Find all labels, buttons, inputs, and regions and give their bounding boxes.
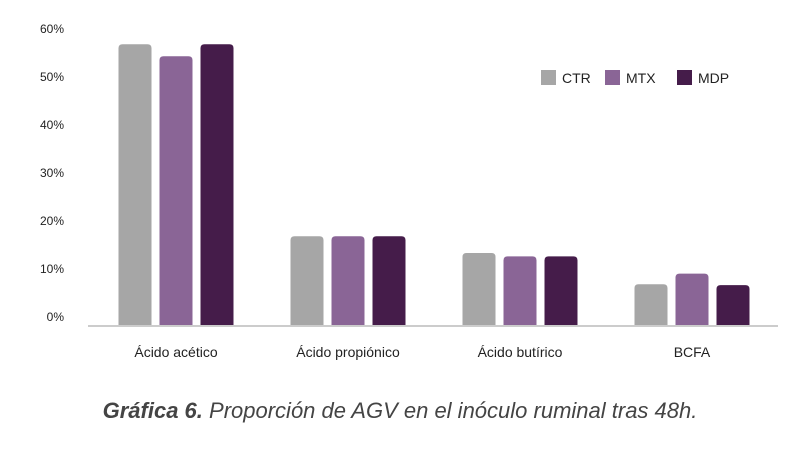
legend-label: MDP	[698, 70, 729, 86]
y-tick-label: 50%	[40, 70, 64, 84]
bar-mdp	[200, 44, 234, 325]
legend-swatch	[541, 70, 556, 85]
bar-ctr	[634, 284, 668, 325]
y-axis-ticks: 0% 10% 20% 30% 40% 50% 60%	[40, 22, 64, 324]
bar-mdp	[544, 256, 578, 325]
x-tick-label: BCFA	[674, 344, 711, 360]
legend-swatch	[605, 70, 620, 85]
bar-ctr	[118, 44, 152, 325]
caption-text: Proporción de AGV en el inóculo ruminal …	[202, 398, 698, 423]
y-tick-label: 30%	[40, 166, 64, 180]
bar-ctr	[462, 253, 496, 325]
figure-caption: Gráfica 6. Proporción de AGV en el inócu…	[0, 398, 800, 424]
bar-mtx	[675, 273, 709, 325]
legend-label: CTR	[562, 70, 591, 86]
caption-label: Gráfica 6.	[102, 398, 203, 423]
bar-ctr	[290, 236, 324, 325]
x-axis-labels: Ácido acético Ácido propiónico Ácido butír…	[134, 344, 711, 360]
legend: CTR MTX MDP	[541, 70, 729, 86]
bar-mdp	[716, 285, 750, 325]
x-tick-label: Ácido acético	[134, 344, 217, 360]
y-tick-label: 20%	[40, 214, 64, 228]
bar-mdp	[372, 236, 406, 325]
x-tick-label: Ácido propiónico	[296, 344, 400, 360]
legend-swatch	[677, 70, 692, 85]
x-tick-label: Ácido butírico	[478, 344, 563, 360]
y-tick-label: 60%	[40, 22, 64, 36]
y-tick-label: 10%	[40, 262, 64, 276]
bar-mtx	[159, 56, 193, 325]
bar-mtx	[503, 256, 537, 325]
y-tick-label: 0%	[47, 310, 65, 324]
legend-label: MTX	[626, 70, 656, 86]
bar-mtx	[331, 236, 365, 325]
bars	[118, 44, 750, 325]
y-tick-label: 40%	[40, 118, 64, 132]
